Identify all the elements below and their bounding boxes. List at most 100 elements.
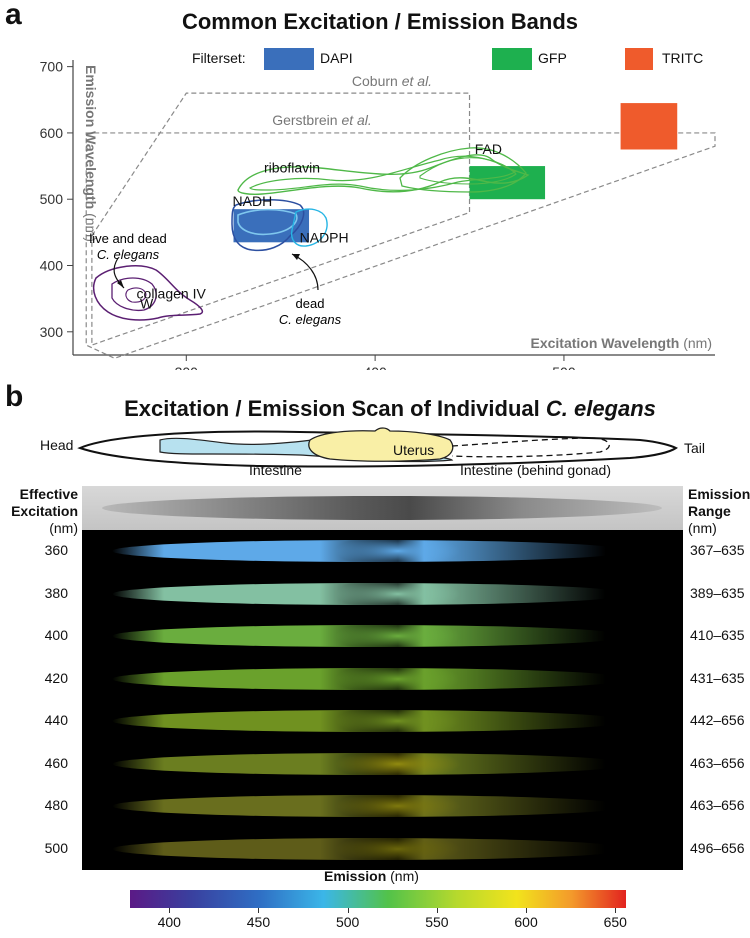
coburn-region <box>91 92 471 346</box>
panel-b-title-species: C. elegans <box>545 396 656 421</box>
scan-row-fluorescence <box>112 837 632 860</box>
colorbar-tick-label: 600 <box>514 914 538 930</box>
colorbar-tick-mark <box>169 908 171 913</box>
y-axis-label: Emission Wavelength (nm) <box>83 65 99 242</box>
emission-colorbar <box>130 890 626 908</box>
riboflavin-contour <box>237 154 530 195</box>
scan-row <box>82 530 683 573</box>
label-nadh: NADH <box>233 193 273 209</box>
filterset-rect-tritc <box>620 103 678 150</box>
legend-gfp-swatch <box>492 48 532 70</box>
w-contour <box>125 287 147 303</box>
live-dead-arrowhead <box>117 280 124 288</box>
effective-excitation-line1: Effective <box>19 486 78 502</box>
panel-a-letter: a <box>5 0 22 31</box>
uterus-label: Uterus <box>393 442 435 458</box>
label-nadph: NADPH <box>300 229 349 245</box>
x-tick-label: 400 <box>363 364 387 370</box>
legend-dapi-swatch <box>264 48 314 70</box>
excitation-label: 420 <box>44 669 68 686</box>
emission-range-label: 463–656 <box>690 797 745 813</box>
scan-row <box>82 700 683 743</box>
scan-row-fluorescence <box>112 625 632 647</box>
riboflavin-contour-inner <box>249 155 517 191</box>
live-dead-contour <box>111 277 157 312</box>
dead-label: dead C. elegans <box>279 296 342 327</box>
gerstbrein-label: Gerstbrein et al. <box>272 112 372 128</box>
emission-range-label: 389–635 <box>690 584 745 601</box>
live-dead-label: live and dead C. elegans <box>89 231 166 262</box>
scan-row-fluorescence <box>112 795 632 817</box>
scan-row <box>82 743 683 786</box>
fad-contour-inner <box>419 157 517 185</box>
x-tick-label: 300 <box>175 364 199 370</box>
scan-row-fluorescence <box>112 667 632 690</box>
filterset-legend-label: Filterset: <box>192 50 246 66</box>
dead-arrow <box>291 253 319 291</box>
panel-b-title: Excitation / Emission Scan of Individual… <box>90 396 690 422</box>
colorbar-tick-mark <box>526 908 528 913</box>
excitation-label: 440 <box>44 712 68 728</box>
emission-range-label: 410–635 <box>690 627 745 643</box>
label-collagen-iv: collagen IV <box>137 286 207 302</box>
scan-row <box>82 785 683 828</box>
colorbar-tick-label: 650 <box>603 914 627 930</box>
brightfield-image <box>82 486 683 530</box>
excitation-emission-chart: 300 400 500 600 700 300 400 500 riboflavin FAD N… <box>40 59 716 370</box>
emission-range-header: Emission Range (nm) <box>688 486 750 537</box>
effective-excitation-header: Effective Excitation (nm) <box>6 486 78 537</box>
legend-dapi-label: DAPI <box>320 50 353 66</box>
panel-a-title: Common Excitation / Emission Bands <box>181 9 579 34</box>
emission-range-label: 431–635 <box>690 669 745 686</box>
scan-row <box>82 828 683 871</box>
colorbar-title-label: Emission <box>324 868 387 884</box>
gerstbrein-region <box>85 132 716 359</box>
scan-row-fluorescence <box>112 540 632 562</box>
excitation-label: 400 <box>44 627 68 643</box>
colorbar-tick-label: 550 <box>425 914 449 930</box>
emission-range-label: 496–656 <box>690 839 745 856</box>
colorbar-title-unit: (nm) <box>390 868 419 884</box>
emission-range-line2: Range <box>688 503 731 519</box>
nadph-contour <box>290 208 328 247</box>
fad-contour <box>399 147 527 193</box>
emission-range-line3: (nm) <box>688 520 717 536</box>
excitation-label: 480 <box>44 797 68 813</box>
panel-b-title-text: Excitation / Emission Scan of Individual <box>124 396 540 421</box>
legend-tritc-swatch <box>625 48 653 70</box>
scan-row <box>82 658 683 701</box>
excitation-label: 460 <box>44 754 68 771</box>
y-tick-label: 700 <box>40 59 64 75</box>
legend-gfp-label: GFP <box>538 50 567 66</box>
y-tick-label: 600 <box>40 125 64 141</box>
filterset-rect-dapi <box>233 209 310 243</box>
collagen-contour <box>92 265 204 321</box>
nadh-contour <box>231 199 305 252</box>
intestine-behind-gonad <box>451 437 610 458</box>
emission-range-label: 367–635 <box>690 542 745 558</box>
colorbar-tick-mark <box>347 908 349 913</box>
label-riboflavin: riboflavin <box>264 160 320 176</box>
effective-excitation-line2: Excitation <box>11 503 78 519</box>
scan-row <box>82 573 683 616</box>
emission-range-label: 463–656 <box>690 754 745 771</box>
nadh-contour-inner <box>237 208 298 236</box>
colorbar-tick-mark <box>436 908 438 913</box>
scan-row-fluorescence <box>112 752 632 775</box>
y-tick-label: 300 <box>40 324 64 340</box>
emission-range-line1: Emission <box>688 486 750 502</box>
label-w: W <box>140 296 154 312</box>
emission-range-label: 442–656 <box>690 712 745 728</box>
label-fad: FAD <box>475 141 502 157</box>
scan-row-fluorescence <box>112 710 632 732</box>
excitation-label: 380 <box>44 584 68 601</box>
y-tick-label: 400 <box>40 258 64 274</box>
colorbar-tick-mark <box>258 908 260 913</box>
colorbar-title: Emission (nm) <box>324 868 419 884</box>
scan-row-fluorescence <box>112 582 632 605</box>
fluorescence-scan <box>82 530 683 870</box>
worm-schematic <box>77 427 678 468</box>
dead-arrowhead <box>292 254 300 260</box>
colorbar-tick-label: 400 <box>157 914 181 930</box>
x-tick-label: 500 <box>552 364 576 370</box>
